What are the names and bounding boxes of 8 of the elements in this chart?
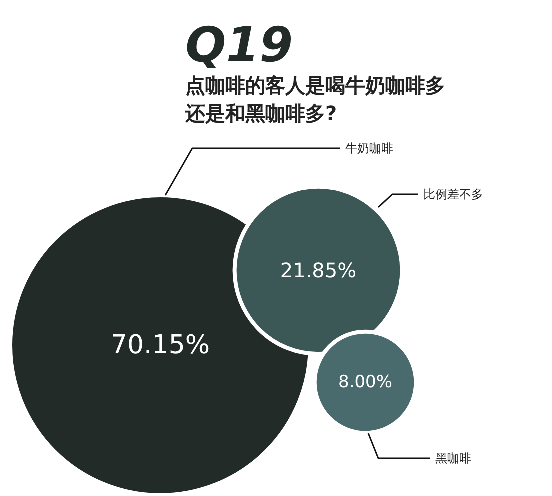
data-label: 70.15% xyxy=(110,330,210,360)
text: 点咖啡的客人是喝牛奶咖啡多还是和黑咖啡多? xyxy=(184,74,446,126)
data-label: 21.85% xyxy=(280,258,357,282)
category-label: 比例差不多 xyxy=(424,188,484,202)
text: Q19 xyxy=(186,18,294,74)
category-label: 黑咖啡 xyxy=(436,452,472,466)
category-label: 牛奶咖啡 xyxy=(346,142,394,156)
data-label: 8.00% xyxy=(338,372,393,392)
